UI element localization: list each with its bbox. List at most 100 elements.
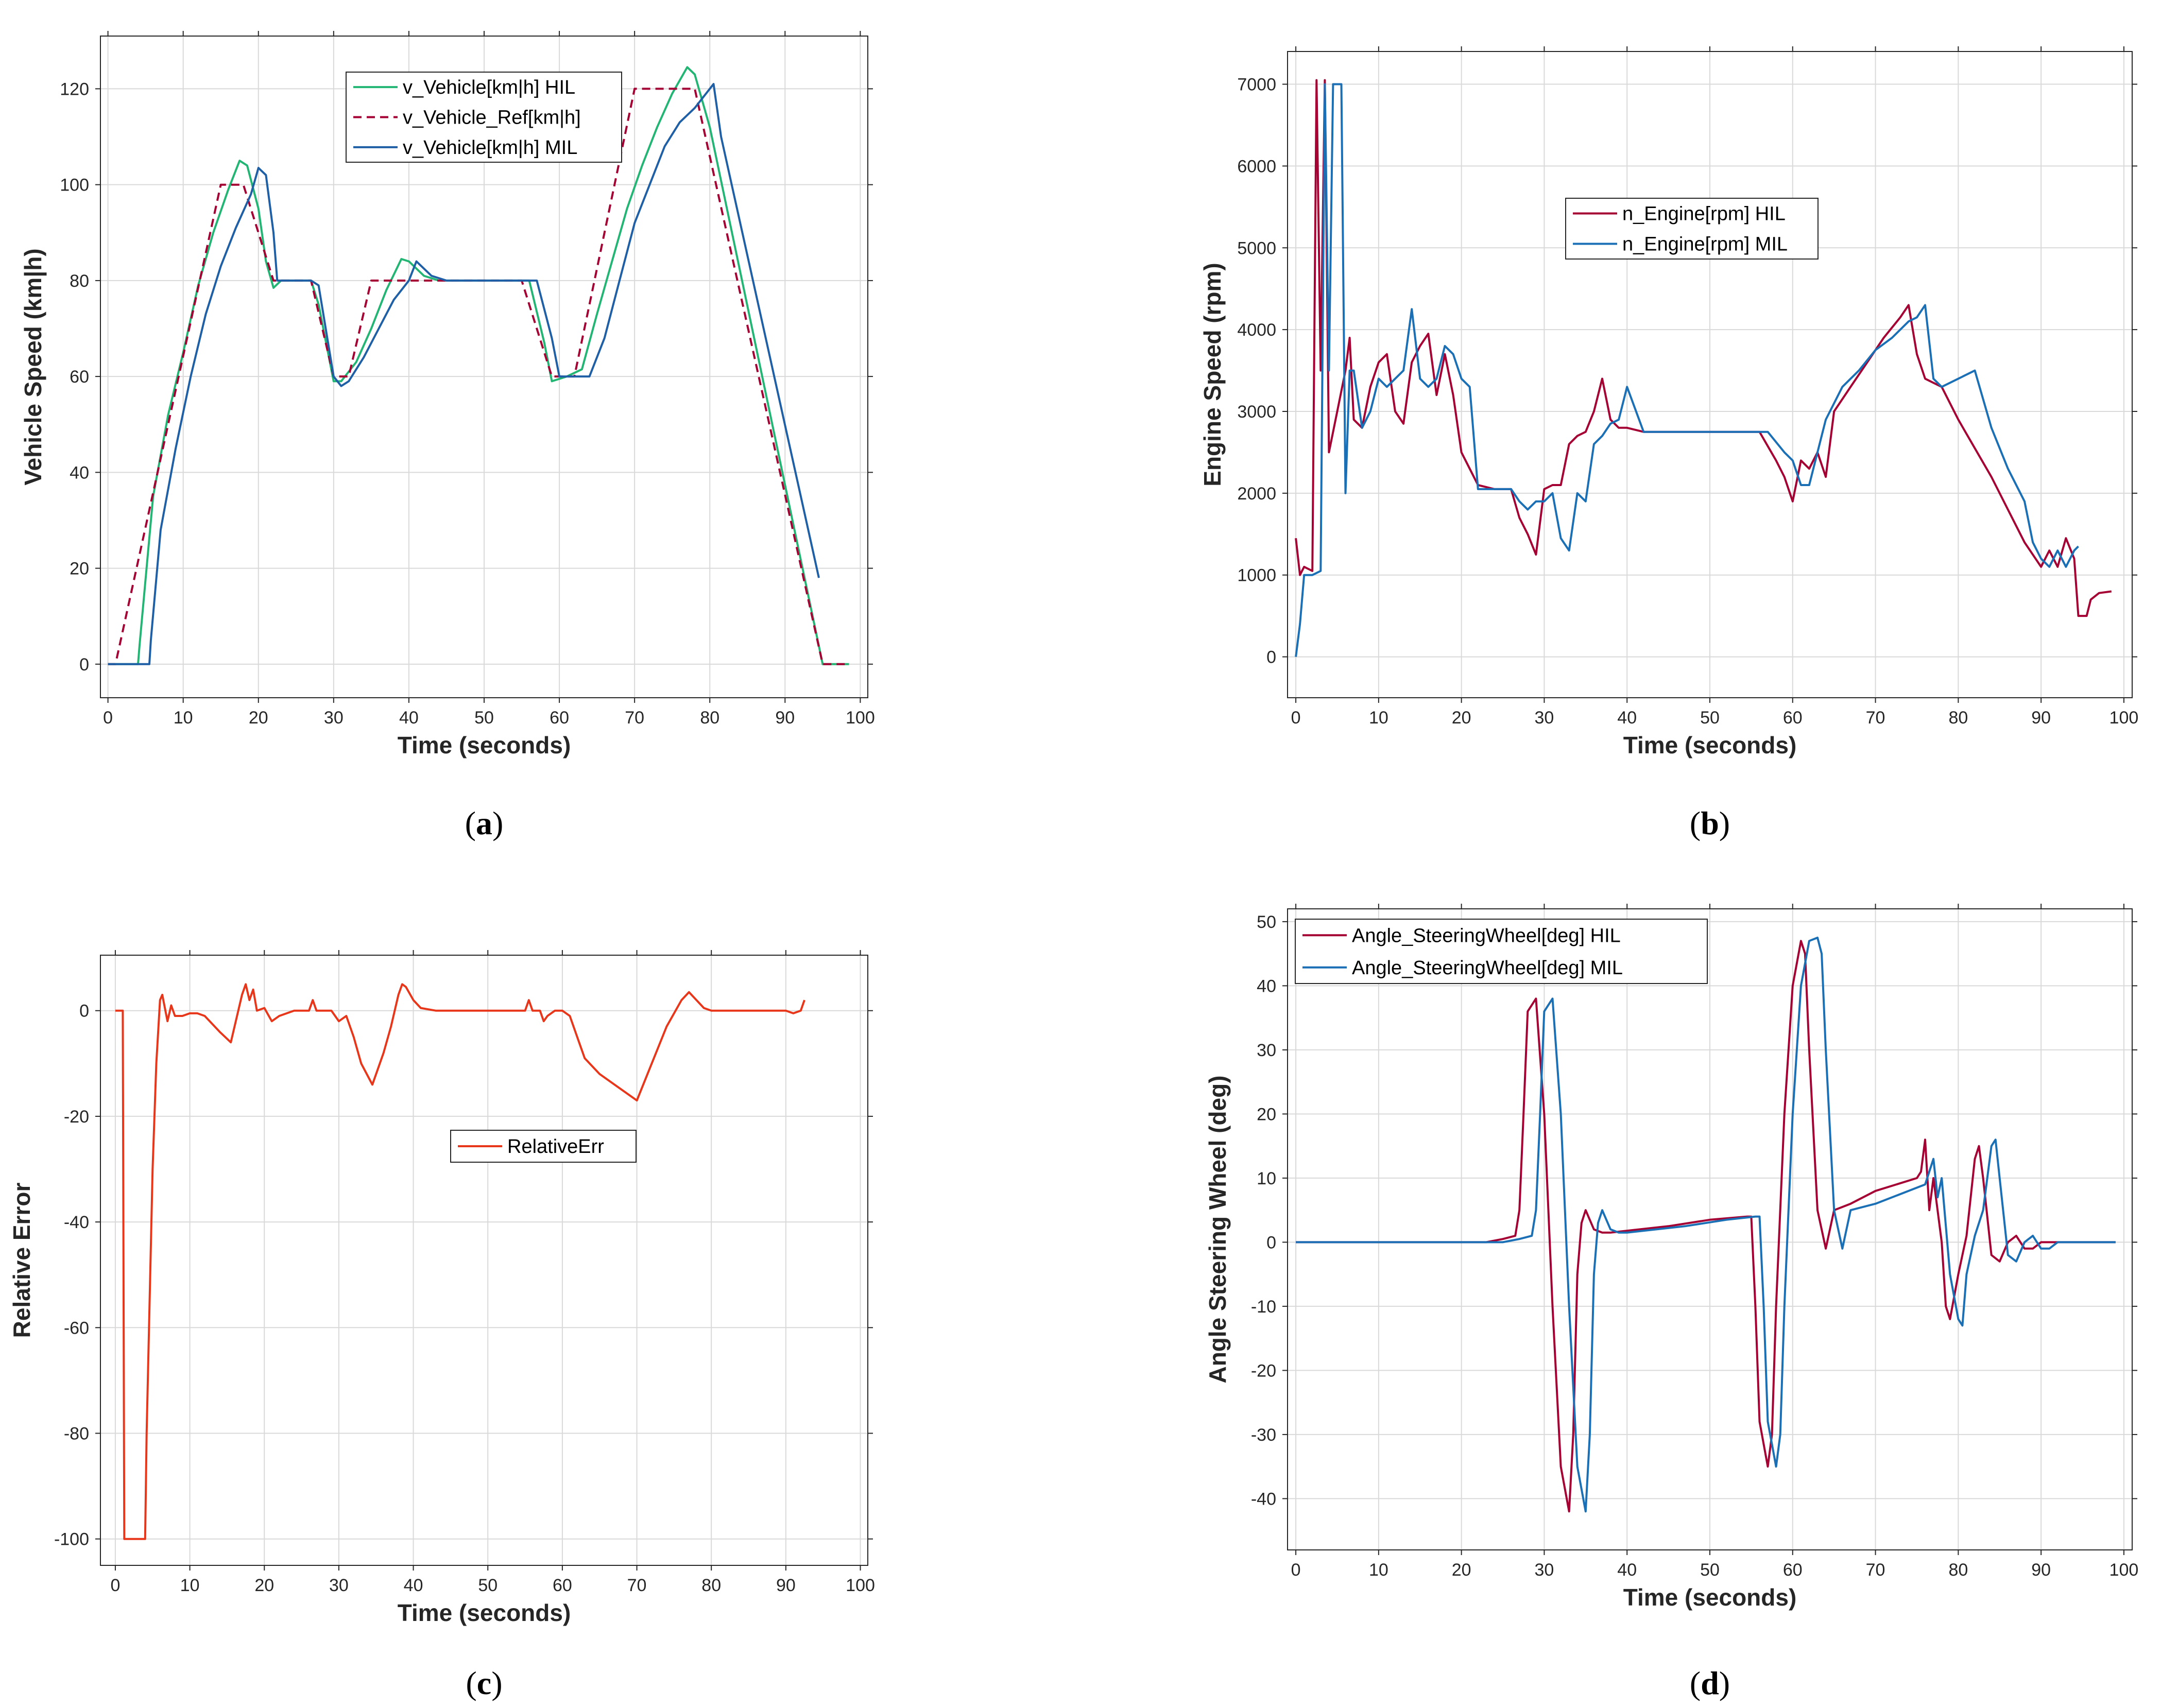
x-tick-label: 70 — [625, 708, 644, 728]
caption-close-paren: ) — [1719, 805, 1730, 841]
caption-open-paren: ( — [466, 1665, 476, 1701]
y-tick-label: 10 — [1257, 1169, 1276, 1188]
caption-open-paren: ( — [465, 805, 476, 841]
x-tick-label: 20 — [249, 708, 268, 728]
y-axis-label: Relative Error — [8, 1183, 35, 1338]
x-tick-label: 40 — [404, 1576, 423, 1595]
x-tick-label: 0 — [110, 1576, 120, 1595]
panel-caption: (a) — [465, 805, 504, 841]
y-tick-label: 7000 — [1237, 75, 1276, 95]
y-axis-label: Angle Steering Wheel (deg) — [1204, 1075, 1231, 1383]
x-tick-label: 20 — [1452, 1560, 1471, 1580]
y-tick-label: 80 — [70, 271, 89, 291]
legend: v_Vehicle[km|h] HIL v_Vehicle_Ref[km|h] v_… — [346, 72, 622, 163]
x-tick-label: 50 — [474, 708, 494, 728]
caption-letter: c — [477, 1665, 491, 1701]
legend-label: Angle_SteeringWheel[deg] HIL — [1352, 925, 1621, 946]
legend-label: v_Vehicle[km|h] HIL — [403, 77, 575, 98]
x-tick-label: 30 — [1535, 1560, 1554, 1580]
y-tick-label: -30 — [1251, 1425, 1276, 1445]
x-tick-label: 0 — [103, 708, 113, 728]
caption-letter: b — [1701, 805, 1719, 841]
x-tick-label: 30 — [1535, 708, 1554, 728]
x-tick-label: 80 — [700, 708, 719, 728]
y-tick-label: 50 — [1257, 912, 1276, 932]
y-tick-label: 40 — [1257, 976, 1276, 996]
caption-open-paren: ( — [1690, 1665, 1701, 1701]
legend-label: Angle_SteeringWheel[deg] MIL — [1352, 957, 1623, 979]
x-tick-label: 80 — [1948, 708, 1968, 728]
y-tick-label: 4000 — [1237, 320, 1276, 340]
x-tick-label: 50 — [478, 1576, 498, 1595]
x-axis-label: Time (seconds) — [398, 1599, 571, 1626]
x-axis-label: Time (seconds) — [1623, 1584, 1797, 1611]
y-tick-label: -20 — [1251, 1361, 1276, 1381]
x-tick-label: 20 — [254, 1576, 274, 1595]
series-line-1 — [115, 983, 805, 1540]
x-tick-label: 100 — [846, 1576, 875, 1595]
x-tick-label: 0 — [1291, 708, 1301, 728]
panel-caption: (d) — [1690, 1665, 1730, 1701]
y-tick-label: -60 — [64, 1318, 89, 1338]
legend-label: v_Vehicle_Ref[km|h] — [403, 107, 581, 129]
y-axis-label: Engine Speed (rpm) — [1199, 263, 1226, 486]
x-axis-label: Time (seconds) — [398, 732, 571, 758]
y-tick-label: -20 — [64, 1107, 89, 1127]
caption-letter: d — [1701, 1665, 1719, 1701]
x-tick-label: 10 — [174, 708, 193, 728]
panel-c: 0 10 20 30 40 50 60 70 80 90 100 0 -20 -40 -60 -80 -100 T… — [8, 950, 875, 1701]
x-tick-label: 70 — [1866, 708, 1885, 728]
x-tick-label: 10 — [1369, 1560, 1388, 1580]
panel-caption: (c) — [466, 1665, 502, 1701]
panel-a: 0 10 20 30 40 50 60 70 80 90 100 0 20 40 60 80 100 120 Tim… — [20, 31, 875, 841]
plot-frame — [100, 955, 868, 1566]
y-tick-label: 0 — [79, 655, 89, 675]
y-tick-label: 120 — [60, 79, 89, 99]
x-tick-label: 100 — [846, 708, 875, 728]
x-tick-label: 20 — [1452, 708, 1471, 728]
y-tick-label: -40 — [64, 1213, 89, 1232]
x-tick-label: 10 — [1369, 708, 1388, 728]
series-line-3 — [108, 83, 820, 665]
x-tick-label: 90 — [776, 1576, 796, 1595]
x-tick-label: 60 — [553, 1576, 572, 1595]
caption-close-paren: ) — [1719, 1665, 1730, 1701]
y-tick-label: 0 — [1266, 648, 1276, 667]
x-tick-label: 70 — [1866, 1560, 1885, 1580]
x-tick-label: 60 — [1783, 1560, 1803, 1580]
x-tick-label: 90 — [2031, 708, 2051, 728]
legend-label: RelativeErr — [507, 1136, 604, 1158]
y-tick-label: -100 — [54, 1530, 89, 1549]
y-tick-label: 20 — [1257, 1105, 1276, 1124]
x-tick-label: 80 — [701, 1576, 721, 1595]
y-tick-label: 1000 — [1237, 566, 1276, 585]
legend: Angle_SteeringWheel[deg] HIL Angle_Steeri… — [1295, 919, 1708, 984]
plot-area — [100, 955, 868, 1565]
x-tick-label: 90 — [775, 708, 795, 728]
y-tick-label: 40 — [70, 463, 89, 482]
y-tick-label: 5000 — [1237, 238, 1276, 258]
series-line-1 — [1296, 940, 2116, 1513]
x-tick-label: 40 — [1617, 1560, 1637, 1580]
panel-d: 0 10 20 30 40 50 60 70 80 90 10050403020100-10-20-… — [1204, 904, 2138, 1701]
x-tick-label: 80 — [1948, 1560, 1968, 1580]
legend: RelativeErr — [450, 1130, 637, 1163]
x-tick-label: 40 — [399, 708, 419, 728]
y-tick-label: 0 — [79, 1002, 89, 1021]
y-tick-label: 20 — [70, 559, 89, 579]
x-tick-label: 30 — [329, 1576, 349, 1595]
caption-letter: a — [476, 805, 492, 841]
y-tick-label: 30 — [1257, 1041, 1276, 1060]
caption-open-paren: ( — [1690, 805, 1701, 841]
panel-b: 0 10 20 30 40 50 60 70 80 90 100010002000300040005… — [1199, 46, 2138, 841]
x-tick-label: 100 — [2110, 708, 2139, 728]
x-tick-label: 40 — [1617, 708, 1637, 728]
series-line-1 — [1295, 79, 2112, 617]
legend-label: v_Vehicle[km|h] MIL — [403, 137, 577, 159]
y-tick-label: 3000 — [1237, 402, 1276, 422]
legend: n_Engine[rpm] HIL n_Engine[rpm] MIL — [1565, 198, 1819, 260]
caption-close-paren: ) — [491, 1665, 502, 1701]
x-axis-label: Time (seconds) — [1623, 732, 1797, 758]
x-tick-label: 90 — [2031, 1560, 2051, 1580]
